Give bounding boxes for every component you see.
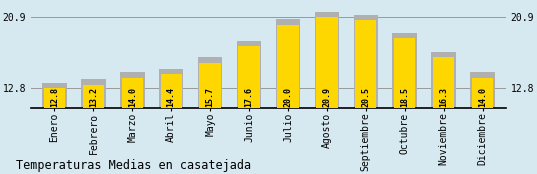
Text: 20.9: 20.9: [322, 87, 331, 107]
Bar: [393, 33, 417, 108]
Text: 17.6: 17.6: [244, 87, 253, 107]
Text: Temperaturas Medias en casatejada: Temperaturas Medias en casatejada: [16, 159, 251, 172]
Bar: [81, 79, 106, 108]
Text: 18.5: 18.5: [400, 87, 409, 107]
Bar: [355, 20, 376, 108]
Bar: [120, 72, 144, 108]
Bar: [237, 41, 262, 108]
Bar: [161, 74, 182, 108]
Bar: [433, 57, 454, 108]
Bar: [470, 72, 495, 108]
Bar: [353, 15, 378, 108]
Bar: [472, 78, 493, 108]
Bar: [394, 38, 416, 108]
Bar: [44, 88, 65, 108]
Text: 16.3: 16.3: [439, 87, 448, 107]
Text: 15.7: 15.7: [206, 87, 215, 107]
Bar: [431, 52, 456, 108]
Text: 12.8: 12.8: [50, 87, 59, 107]
Bar: [315, 12, 339, 108]
Bar: [316, 17, 338, 108]
Bar: [277, 25, 299, 108]
Bar: [121, 78, 143, 108]
Text: 14.0: 14.0: [128, 87, 137, 107]
Bar: [198, 57, 222, 108]
Bar: [199, 63, 221, 108]
Text: 14.4: 14.4: [166, 87, 176, 107]
Bar: [159, 69, 184, 108]
Bar: [83, 85, 104, 108]
Bar: [42, 83, 67, 108]
Text: 20.0: 20.0: [284, 87, 293, 107]
Text: 13.2: 13.2: [89, 87, 98, 107]
Text: 14.0: 14.0: [478, 87, 487, 107]
Bar: [275, 19, 300, 108]
Bar: [238, 46, 260, 108]
Text: 20.5: 20.5: [361, 87, 371, 107]
